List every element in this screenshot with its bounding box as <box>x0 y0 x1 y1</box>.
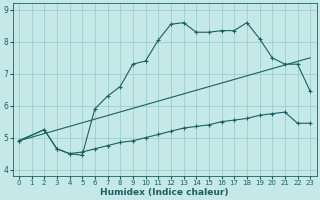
X-axis label: Humidex (Indice chaleur): Humidex (Indice chaleur) <box>100 188 229 197</box>
